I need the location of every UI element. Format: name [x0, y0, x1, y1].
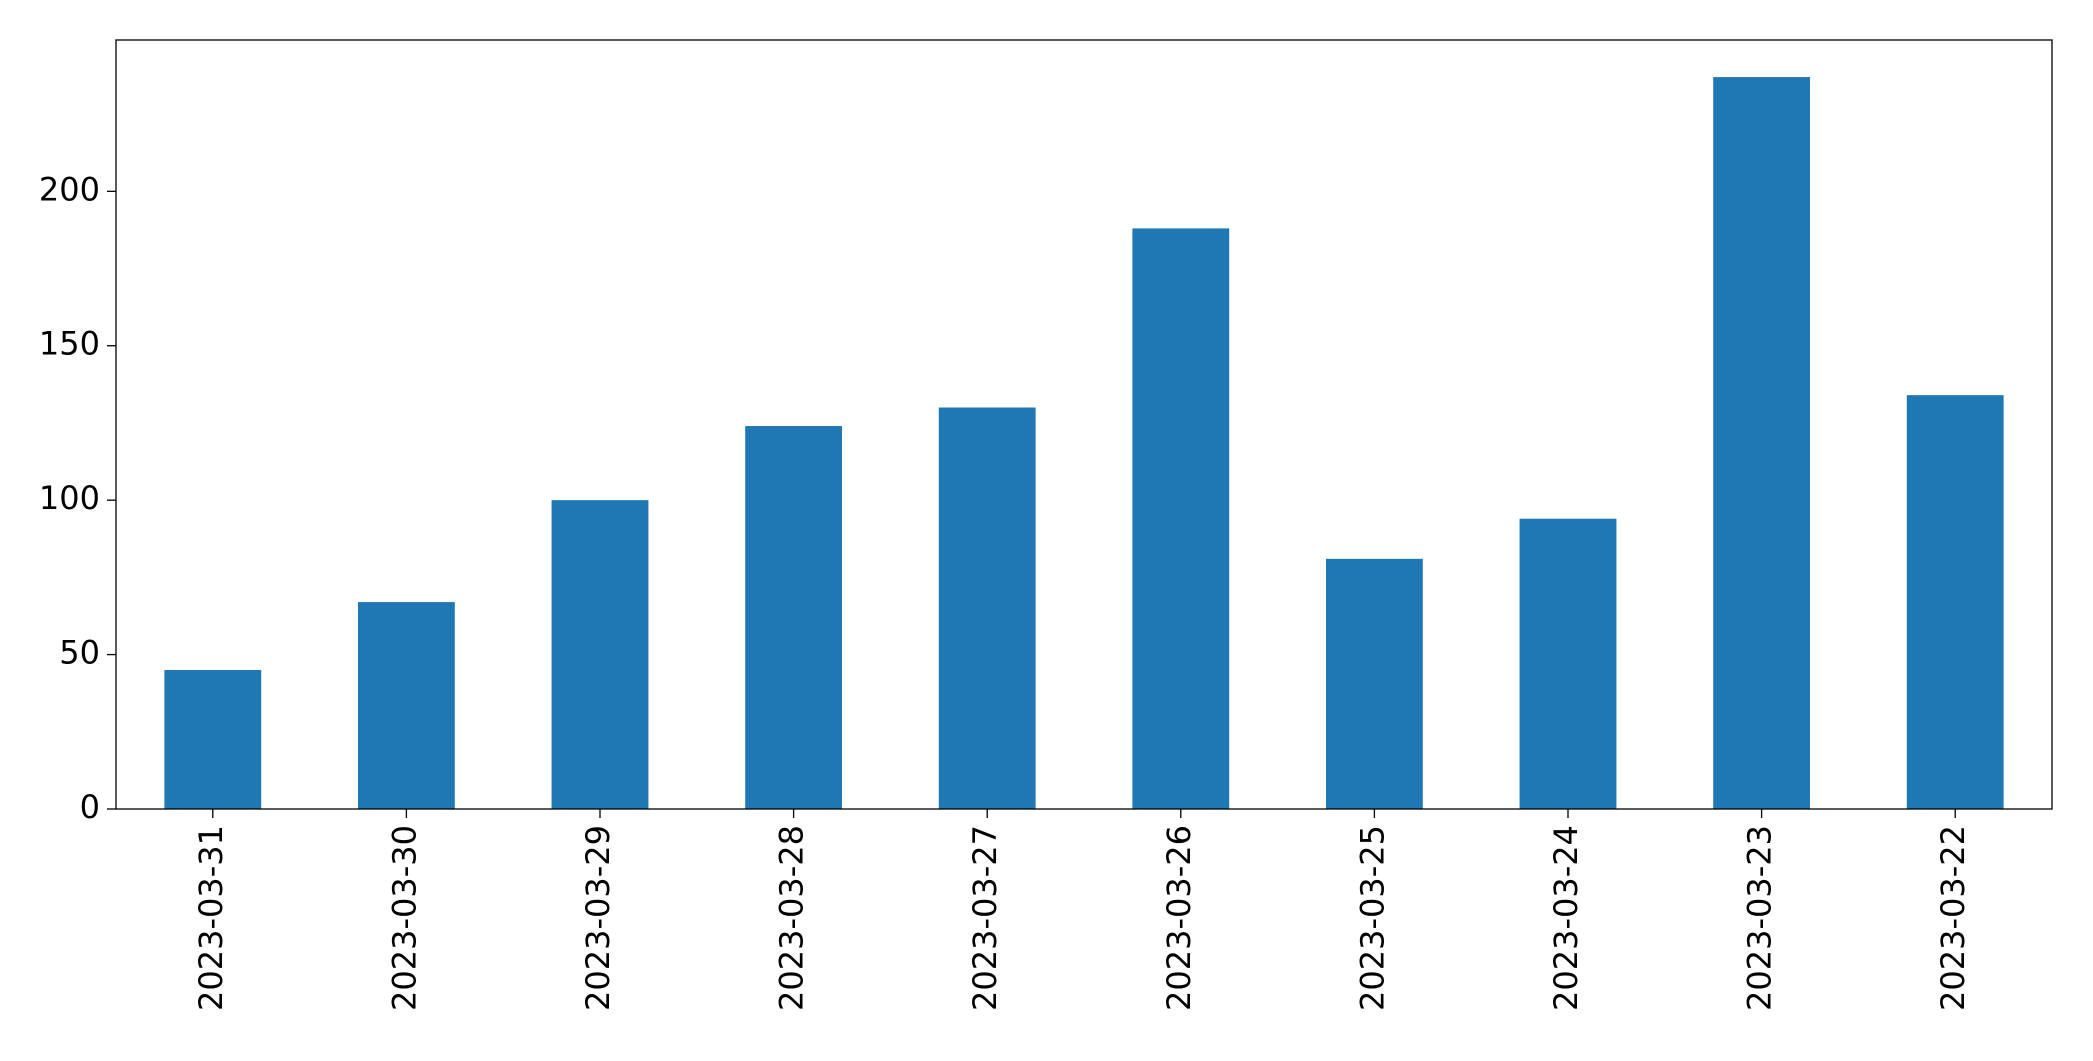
- x-tick-label: 2023-03-28: [773, 825, 811, 1011]
- y-tick-label: 0: [80, 788, 100, 826]
- bar: [1132, 228, 1230, 810]
- y-tick-label: 100: [39, 479, 100, 517]
- bar: [164, 670, 262, 809]
- x-tick-label: 2023-03-26: [1160, 825, 1198, 1011]
- x-tick-label: 2023-03-24: [1547, 825, 1585, 1011]
- bar: [1519, 518, 1617, 809]
- x-tick-label: 2023-03-29: [579, 825, 617, 1011]
- bar: [1906, 395, 2004, 809]
- y-tick-label: 150: [39, 325, 100, 363]
- bar: [551, 500, 649, 809]
- x-tick-label: 2023-03-22: [1934, 825, 1972, 1011]
- x-tick-label: 2023-03-25: [1353, 825, 1391, 1011]
- y-tick-label: 50: [59, 634, 100, 672]
- x-tick-label: 2023-03-23: [1741, 825, 1779, 1011]
- axes-frame: [115, 39, 2053, 810]
- bar: [1326, 558, 1423, 809]
- x-tick-label: 2023-03-30: [385, 825, 423, 1011]
- y-tick-label: 200: [39, 170, 100, 208]
- x-tick-label: 2023-03-31: [192, 825, 230, 1011]
- bar: [1713, 77, 1810, 809]
- bar: [745, 426, 842, 809]
- x-tick-label: 2023-03-27: [966, 825, 1004, 1011]
- bar: [358, 602, 455, 809]
- bar: [938, 407, 1036, 809]
